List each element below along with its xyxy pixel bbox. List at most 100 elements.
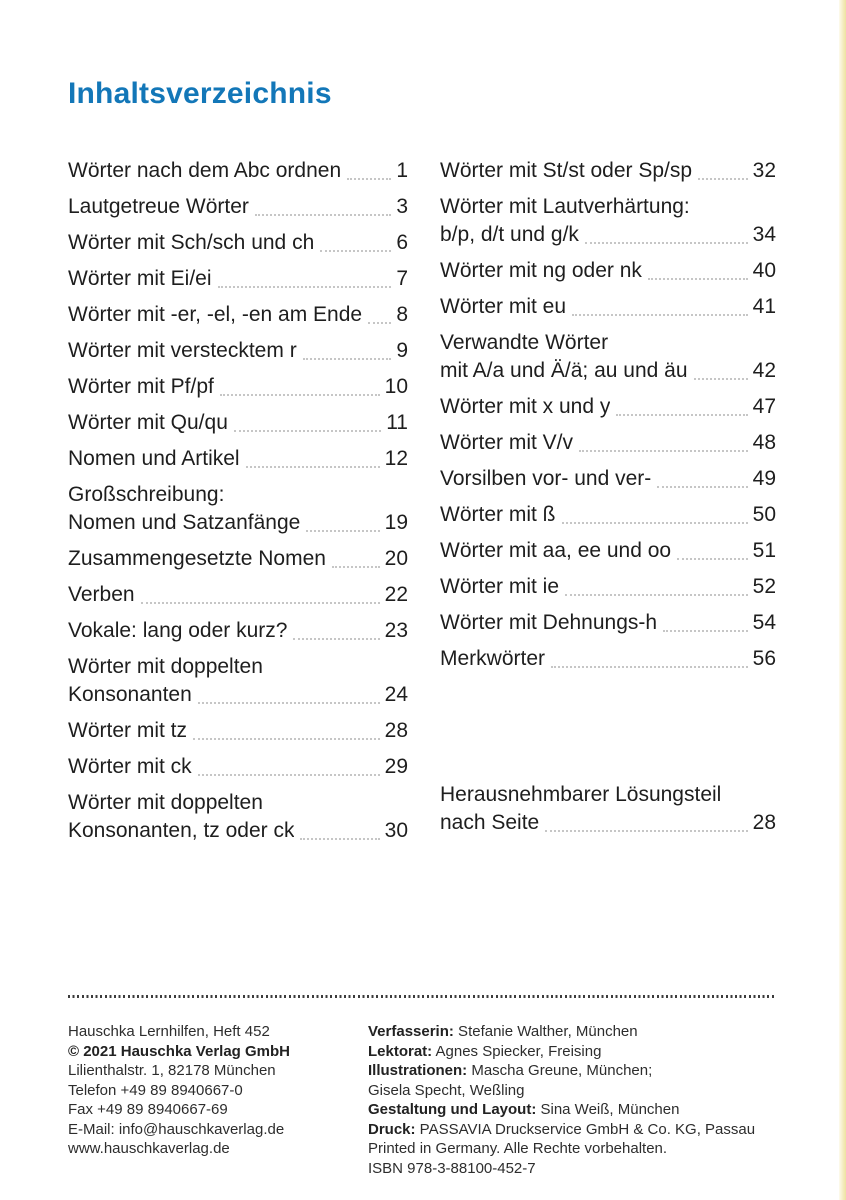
page-title: Inhaltsverzeichnis	[68, 77, 332, 110]
toc-entry-label: b/p, d/t und g/k	[440, 223, 579, 246]
toc-entry-label: Wörter mit Qu/qu	[68, 411, 228, 434]
dot-leader	[657, 486, 748, 488]
toc-entry: Wörter mit tz 28	[68, 717, 408, 745]
toc-entry: Herausnehmbarer Lösungsteil nach Seite 28	[440, 781, 776, 837]
toc-page-number: 7	[396, 267, 408, 290]
toc-entry-label: Wörter mit ck	[68, 755, 192, 778]
toc-entry: Merkwörter 56	[440, 645, 776, 673]
toc-entry-row: Wörter mit ck 29	[68, 753, 408, 781]
toc-entry-label: Wörter mit ie	[440, 575, 560, 598]
toc-entry-row: Vorsilben vor- und ver- 49	[440, 465, 776, 493]
toc-entry: Wörter mit Pf/pf 10	[68, 373, 408, 401]
toc-entry-label: Nomen und Satzanfänge	[68, 511, 301, 534]
footer-line: Verfasserin: Stefanie Walther, München	[368, 1023, 638, 1040]
toc-page-number: 47	[752, 395, 776, 418]
toc-entry: Verwandte Wörter mit A/a und Ä/ä; au und …	[440, 329, 776, 385]
toc-entry-label: mit A/a und Ä/ä; au und äu	[440, 359, 688, 382]
toc-entry-label: Wörter mit doppelten	[68, 655, 263, 678]
toc-page-number: 41	[752, 295, 776, 318]
toc-page-number: 28	[752, 811, 776, 834]
toc-entry-row: Wörter mit aa, ee und oo 51	[440, 537, 776, 565]
toc-entry-row: Konsonanten 24	[68, 681, 408, 709]
toc-page-number: 48	[752, 431, 776, 454]
toc-page-number: 51	[752, 539, 776, 562]
toc-entry-row: Wörter mit verstecktem r 9	[68, 337, 408, 365]
toc-entry: Wörter mit Sch/sch und ch 6	[68, 229, 408, 257]
toc-entry-row: Wörter mit Ei/ei 7	[68, 265, 408, 293]
toc-entry-row: Wörter mit -er, -el, -en am Ende 8	[68, 301, 408, 329]
dot-leader	[616, 414, 748, 416]
dot-leader	[663, 630, 748, 632]
toc-column-left: Wörter nach dem Abc ordnen 1 Lautgetreue W…	[68, 157, 408, 853]
toc-entry-label: Konsonanten, tz oder ck	[68, 819, 295, 842]
footer-publisher-info: Hauschka Lernhilfen, Heft 452 © 2021 Haus…	[68, 1022, 368, 1178]
toc-page-number: 9	[396, 339, 408, 362]
toc-entry-row: Wörter mit St/st oder Sp/sp 32	[440, 157, 776, 185]
toc-page-number: 12	[384, 447, 408, 470]
toc-entry-label: Konsonanten	[68, 683, 192, 706]
toc-entry-row: Wörter mit ß 50	[440, 501, 776, 529]
toc-entry: Vorsilben vor- und ver- 49	[440, 465, 776, 493]
toc-entry-row: b/p, d/t und g/k 34	[440, 221, 776, 249]
dot-leader	[245, 466, 380, 468]
toc-entry: Wörter mit x und y 47	[440, 393, 776, 421]
toc-entry-label: Merkwörter	[440, 647, 546, 670]
toc-entry-label: Wörter mit ß	[440, 503, 556, 526]
footer-line-bold-label: Gestaltung und Layout:	[368, 1101, 537, 1118]
footer-line: E-Mail: info@hauschkaverlag.de	[68, 1120, 285, 1138]
dot-leader	[693, 378, 748, 380]
toc-entry: Verben 22	[68, 581, 408, 609]
toc-entry-row: Wörter mit V/v 48	[440, 429, 776, 457]
toc-page-number: 34	[752, 223, 776, 246]
toc-entry-label: Wörter mit V/v	[440, 431, 574, 454]
toc-entry-label: Wörter mit Ei/ei	[68, 267, 212, 290]
dot-leader	[368, 322, 392, 324]
toc-entry-row: Wörter mit Qu/qu 11	[68, 409, 408, 437]
toc-entry: Wörter mit ß 50	[440, 501, 776, 529]
toc-entry-label: Großschreibung:	[68, 483, 225, 506]
toc-entry-row: Wörter mit eu 41	[440, 293, 776, 321]
footer-line: Hauschka Lernhilfen, Heft 452	[68, 1023, 270, 1040]
footer-line: Telefon +49 89 8940667-0	[68, 1081, 243, 1099]
toc-entry: Wörter mit verstecktem r 9	[68, 337, 408, 365]
toc-page-number: 56	[752, 647, 776, 670]
footer-line-bold-label: Illustrationen:	[368, 1062, 468, 1079]
dot-leader	[140, 602, 380, 604]
toc-entry-label: Wörter mit x und y	[440, 395, 611, 418]
dot-leader	[302, 358, 392, 360]
footer-columns: Hauschka Lernhilfen, Heft 452 © 2021 Haus…	[68, 1022, 780, 1178]
dot-leader	[347, 178, 392, 180]
page-edge-strip	[839, 0, 846, 1200]
toc-entry-row: Wörter mit ng oder nk 40	[440, 257, 776, 285]
toc-entry-label: Nomen und Artikel	[68, 447, 240, 470]
toc-entry: Wörter mit eu 41	[440, 293, 776, 321]
footer-credits: Verfasserin: Stefanie Walther, München Le…	[368, 1022, 780, 1178]
footer-line: Druck: PASSAVIA Druckservice GmbH & Co. …	[368, 1120, 756, 1138]
toc-page-number: 30	[384, 819, 408, 842]
toc-entry: Zusammengesetzte Nomen 20	[68, 545, 408, 573]
toc-column-right: Wörter mit St/st oder Sp/sp 32 Wörter mit …	[440, 157, 776, 853]
toc-entry-row: Lautgetreue Wörter 3	[68, 193, 408, 221]
footer: Hauschka Lernhilfen, Heft 452 © 2021 Haus…	[68, 995, 780, 1178]
dot-leader	[565, 594, 748, 596]
toc-entry-label: Herausnehmbarer Lösungsteil	[440, 783, 722, 806]
footer-line: Illustrationen: Mascha Greune, München;	[368, 1062, 653, 1079]
dot-leader	[219, 394, 380, 396]
toc-page-number: 11	[386, 411, 408, 434]
dot-leader	[579, 450, 748, 452]
footer-line: Lektorat: Agnes Spiecker, Freising	[368, 1042, 602, 1060]
toc-page-number: 1	[396, 159, 408, 182]
toc-entry-row: nach Seite 28	[440, 809, 776, 837]
table-of-contents: Wörter nach dem Abc ordnen 1 Lautgetreue W…	[68, 157, 776, 853]
toc-entry: Wörter mit V/v 48	[440, 429, 776, 457]
toc-page-number: 6	[396, 231, 408, 254]
toc-page-number: 42	[752, 359, 776, 382]
toc-entry-label: Lautgetreue Wörter	[68, 195, 249, 218]
footer-line: Printed in Germany. Alle Rechte vorbehal…	[368, 1140, 668, 1157]
toc-entry-label: Wörter mit tz	[68, 719, 187, 742]
footer-line-bold-label: Druck:	[368, 1120, 416, 1138]
toc-entry: Wörter mit Dehnungs-h 54	[440, 609, 776, 637]
dot-leader	[217, 286, 392, 288]
toc-entry-row: Vokale: lang oder kurz? 23	[68, 617, 408, 645]
